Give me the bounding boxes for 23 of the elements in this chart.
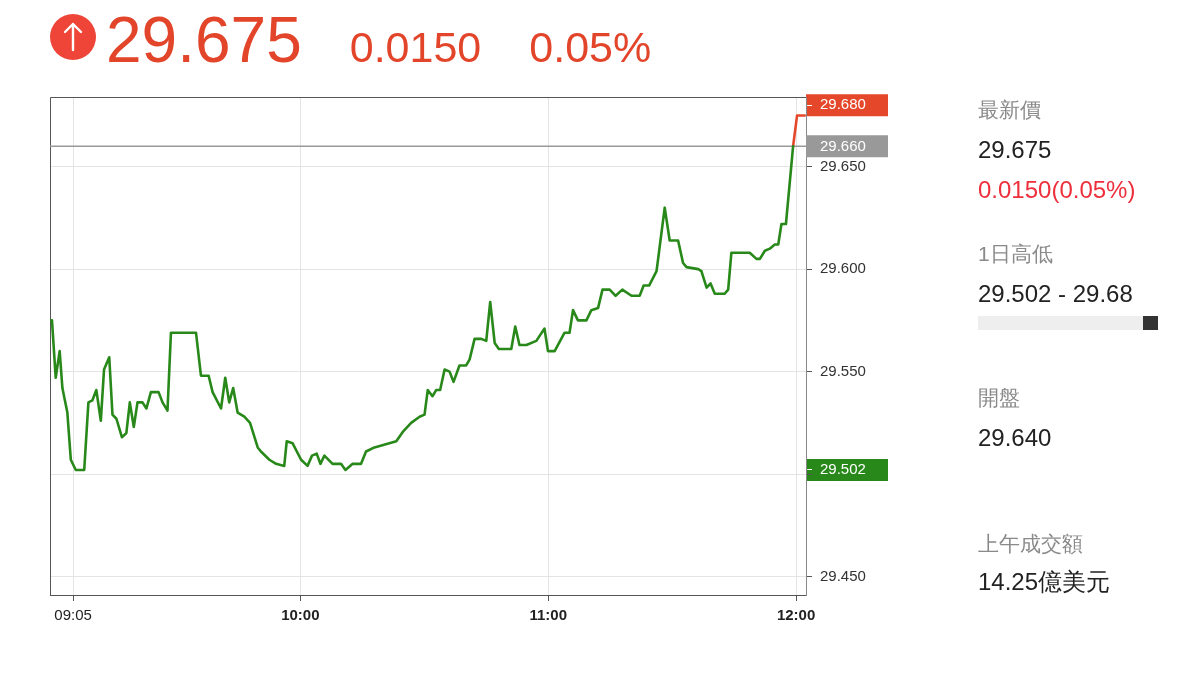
text: 29.640 [978, 423, 1052, 453]
text: 29.675 [978, 135, 1052, 165]
text: 0.0150(0.05%) [978, 175, 1136, 205]
text: 0.0150 [349, 23, 482, 71]
text: 開盤 [978, 385, 1020, 411]
y-tick-label: 29.650 [820, 156, 866, 174]
x-tick-label: 10:00 [281, 606, 320, 624]
y-tick-label: 29.600 [820, 259, 866, 277]
y-tick-label: 29.680 [820, 95, 866, 113]
text: 29.502 - 29.68 [978, 279, 1133, 309]
text: 最新價 [978, 97, 1041, 123]
x-tick-label: 11:00 [529, 606, 567, 624]
y-tick-label: 29.550 [820, 361, 866, 379]
y-tick-label: 29.450 [820, 566, 866, 584]
text: 1日高低 [978, 241, 1053, 267]
text: 0.05% [529, 23, 652, 71]
ref-line-label: 29.660 [820, 137, 866, 155]
y-tick-label: 29.502 [820, 460, 866, 478]
text: 14.25億美元 [978, 567, 1111, 597]
x-tick-label: 09:05 [54, 606, 92, 624]
text: 上午成交額 [978, 531, 1083, 557]
x-tick-label: 12:00 [776, 606, 816, 624]
chart-title: 29.675 [106, 4, 302, 76]
